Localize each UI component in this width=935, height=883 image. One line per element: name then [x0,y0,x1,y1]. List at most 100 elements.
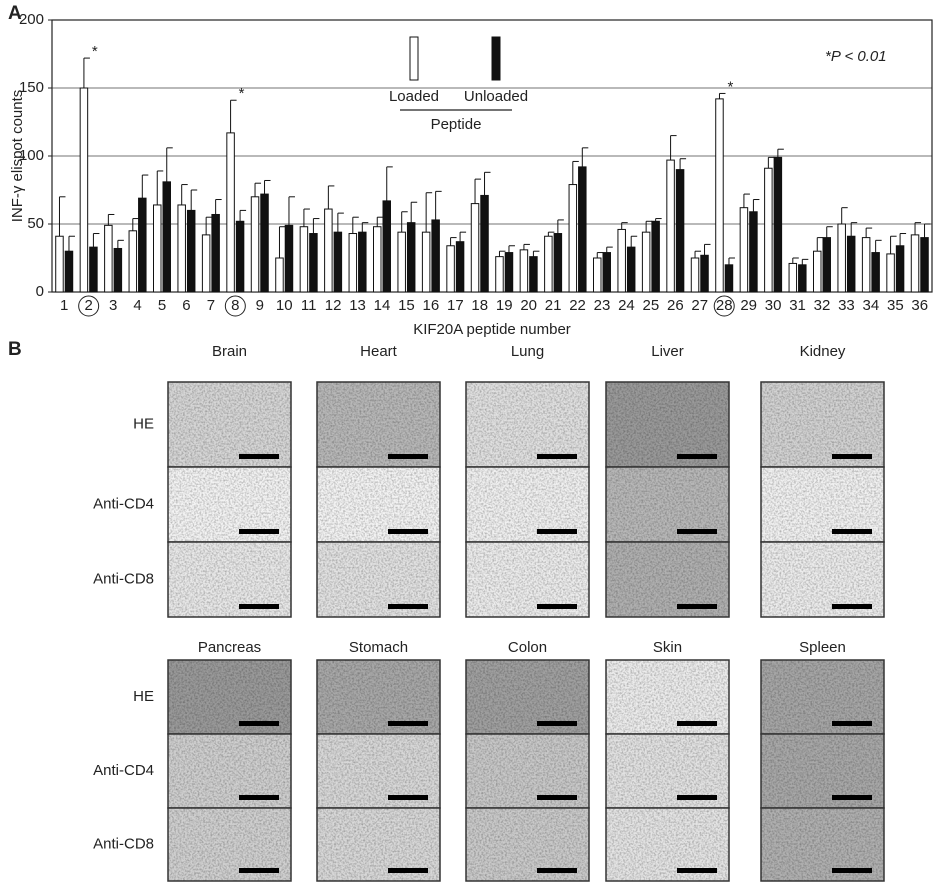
x-tick-label: 19 [496,297,513,314]
row-label: Anti-CD8 [93,835,154,852]
bar [823,238,831,292]
bar [618,229,626,292]
row-label: Anti-CD4 [93,762,154,779]
bar [789,263,797,292]
figure: A B 05010015020012*345678*91011121314151… [0,0,935,883]
x-tick-label: 23 [594,297,611,314]
bar [383,201,391,292]
x-axis-label: KIF20A peptide number [413,321,571,338]
bar [505,253,513,292]
x-tick-label: 12 [325,297,342,314]
bar [862,238,870,292]
bar [447,246,455,292]
bar [520,250,528,292]
scale-bar [832,454,872,459]
bar [652,221,660,292]
x-tick-label: 16 [423,297,440,314]
bar [554,234,562,292]
bar [261,194,269,292]
bar [921,238,929,292]
bar [105,225,113,292]
row-label: Anti-CD4 [93,495,154,512]
bar [80,88,88,292]
tissue-label: Spleen [799,639,846,656]
bar [701,255,709,292]
bar [139,198,147,292]
bar [310,234,318,292]
tissue-label: Liver [651,343,684,360]
bar [667,160,675,292]
bar [740,208,748,292]
legend-swatch [492,37,500,80]
scale-bar [677,721,717,726]
bar [456,242,464,292]
bar [129,231,137,292]
bar [887,254,895,292]
tissue-label: Kidney [800,343,846,360]
scale-bar [832,604,872,609]
legend-title: Peptide [431,116,482,133]
bar [349,234,357,292]
y-tick-label: 200 [19,11,44,28]
scale-bar [388,721,428,726]
bar [774,157,782,292]
bar [896,246,904,292]
bar [765,168,773,292]
scale-bar [388,529,428,534]
x-tick-label: 32 [814,297,831,314]
x-tick-label: 8 [231,297,239,314]
bar [716,99,724,292]
scale-bar [239,529,279,534]
bar [911,235,919,292]
scale-bar [239,795,279,800]
x-tick-label: 33 [838,297,855,314]
y-axis-label: INF-γ elispot counts [9,90,26,223]
x-tick-label: 35 [887,297,904,314]
bar [154,205,162,292]
bar [325,209,333,292]
bar [603,253,611,292]
bar [838,224,846,292]
legend-label: Loaded [389,88,439,105]
tissue-label: Lung [511,343,544,360]
bar [227,133,235,292]
panel-label: B [8,339,22,360]
row-label: HE [133,688,154,705]
x-tick-label: 10 [276,297,293,314]
scale-bar [388,868,428,873]
bar [187,210,195,292]
scale-bar [537,795,577,800]
scale-bar [388,604,428,609]
scale-bar [239,454,279,459]
bar [545,236,553,292]
x-tick-label: 22 [569,297,586,314]
scale-bar [239,868,279,873]
tissue-label: Heart [360,343,398,360]
scale-bar [832,868,872,873]
bar [471,204,479,292]
x-tick-label: 14 [374,297,391,314]
bar [799,265,807,292]
tissue-label: Brain [212,343,247,360]
tissue-label: Pancreas [198,639,261,656]
scale-bar [537,529,577,534]
bar [872,253,880,292]
scale-bar [537,454,577,459]
bar [90,247,98,292]
x-tick-label: 29 [740,297,757,314]
x-tick-label: 13 [349,297,366,314]
significance-marker: * [239,85,245,102]
bar [496,257,504,292]
bar [163,182,171,292]
x-tick-label: 27 [691,297,708,314]
x-tick-label: 26 [667,297,684,314]
scale-bar [832,529,872,534]
x-tick-label: 34 [863,297,880,314]
note: *P < 0.01 [825,48,887,65]
legend-swatch [410,37,418,80]
scale-bar [239,604,279,609]
bar [359,232,367,292]
x-tick-label: 30 [765,297,782,314]
x-tick-label: 18 [471,297,488,314]
bar [334,232,342,292]
